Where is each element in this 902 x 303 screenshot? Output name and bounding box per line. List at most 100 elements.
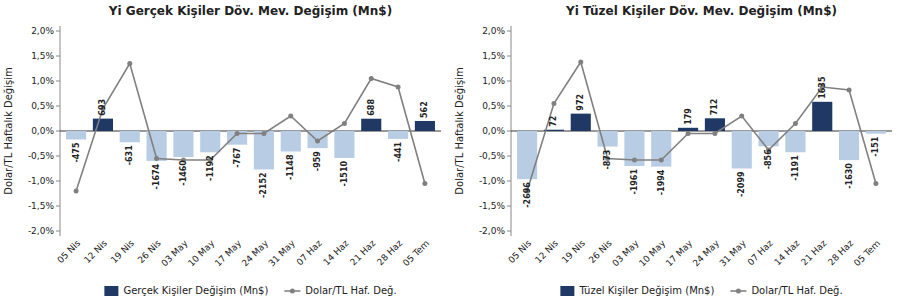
marker [632, 158, 637, 163]
y-tick-label: -2,0% [28, 226, 55, 236]
y-tick [56, 106, 60, 107]
x-tick-label: 12 Nis [82, 238, 109, 265]
x-tick-label: 07 Haz [295, 238, 324, 267]
y-tick-label: -2,0% [479, 226, 506, 236]
data-label: -1630 [845, 163, 854, 189]
y-tick-label: 0,5% [482, 101, 505, 111]
data-labels: -269672972-873-1961-1994179712-2099-856-… [523, 76, 881, 208]
data-label: -2696 [523, 182, 532, 208]
marker [396, 85, 401, 90]
y-tick [56, 231, 60, 232]
data-label: -2099 [737, 171, 746, 197]
y-tick [507, 206, 511, 207]
x-tick-label: 12 Nis [533, 238, 560, 265]
x-tick-label: 03 May [159, 238, 190, 269]
y-tick-label: 0,5% [31, 101, 54, 111]
legend-label: Dolar/TL Haf. Değ. [305, 285, 396, 296]
y-tick [56, 181, 60, 182]
marker [288, 114, 293, 119]
bar [281, 131, 301, 152]
legend-label: Tüzel Kişiler Değişim (Mn$) [578, 285, 714, 296]
bar [334, 131, 354, 158]
marker [235, 131, 240, 136]
y-tick-label: -1,0% [28, 176, 55, 186]
x-tick-label: 19 Nis [109, 238, 136, 265]
x-tick-label: 07 Haz [746, 238, 775, 267]
bar [415, 121, 435, 131]
x-tick-label: 28 Haz [375, 238, 404, 267]
legend-label: Dolar/TL Haf. Değ. [751, 285, 842, 296]
marker [873, 181, 878, 186]
data-label: 562 [420, 101, 429, 118]
x-tick-label: 10 May [186, 238, 217, 269]
bar [254, 131, 274, 169]
y-tick [507, 56, 511, 57]
data-label: 688 [367, 99, 376, 116]
legend-item: Tüzel Kişiler Değişim (Mn$) [560, 285, 714, 296]
y-tick [507, 81, 511, 82]
data-label: -873 [603, 150, 612, 170]
bar [544, 130, 564, 131]
data-label: -1961 [630, 169, 639, 195]
bar [651, 131, 671, 167]
x-tick-label: 28 Haz [826, 238, 855, 267]
data-label: 1635 [818, 76, 827, 99]
x-tick-label: 05 Tem [401, 238, 431, 268]
y-tick-label: 2,0% [482, 26, 505, 36]
x-tick-label: 03 May [610, 238, 641, 269]
data-label: -441 [394, 141, 403, 161]
marker [712, 131, 717, 136]
marker [261, 131, 266, 136]
data-label: 712 [710, 99, 719, 116]
x-tick-label: 24 May [240, 238, 271, 269]
bar [839, 131, 859, 160]
marker [578, 60, 583, 65]
zero-line [511, 131, 892, 132]
chart-canvas: Yi Gerçek Kişiler Döv. Mev. Değişim (Mn$… [0, 0, 902, 303]
y-tick-label: 0,0% [31, 126, 54, 136]
bar [571, 114, 591, 131]
data-label: 972 [576, 94, 585, 111]
y-tick-label: -0,5% [28, 151, 55, 161]
data-label: 179 [684, 108, 693, 125]
marker [154, 156, 159, 161]
data-label: -631 [125, 145, 134, 165]
x-tick-label: 19 Nis [560, 238, 587, 265]
y-tick [507, 31, 511, 32]
chart-title: Yi Gerçek Kişiler Döv. Mev. Değişim (Mn$… [108, 4, 392, 18]
marker [127, 61, 132, 66]
data-label: 693 [98, 99, 107, 116]
data-label: -1148 [286, 154, 295, 180]
bar [120, 131, 140, 142]
y-axis-label: Dolar/TL Haftalık Değişim [3, 67, 14, 194]
legend-marker [290, 289, 295, 294]
legend-item: Gerçek Kişiler Değişim (Mn$) [104, 285, 268, 296]
marker [315, 139, 320, 144]
y-tick [56, 131, 60, 132]
data-label: -959 [313, 151, 322, 171]
data-label: -1192 [206, 155, 215, 181]
bar [517, 131, 537, 179]
y-tick-label: -0,5% [479, 151, 506, 161]
bar [66, 131, 86, 139]
data-label: -1510 [340, 161, 349, 187]
data-label: -767 [233, 148, 242, 168]
marker [369, 76, 374, 81]
data-label: -1460 [179, 160, 188, 186]
y-tick-label: 1,5% [31, 51, 54, 61]
legend: Tüzel Kişiler Değişim (Mn$) Dolar/TL Haf.… [560, 285, 842, 296]
bar [388, 131, 408, 139]
y-tick [507, 106, 511, 107]
x-tick-label: 05 Tem [852, 238, 882, 268]
bar [785, 131, 805, 152]
y-tick-label: 0,0% [482, 126, 505, 136]
x-tick-label: 21 Haz [799, 238, 828, 267]
chart-title: Yi Tüzel Kişiler Döv. Mev. Değişim (Mn$) [565, 4, 837, 18]
x-tick-label: 05 Nis [55, 238, 82, 265]
y-tick [507, 131, 511, 132]
line [76, 64, 425, 192]
data-label: -1994 [657, 169, 666, 195]
legend-label: Gerçek Kişiler Değişim (Mn$) [123, 285, 268, 296]
legend-swatch [104, 286, 118, 296]
data-label: -1191 [791, 155, 800, 181]
